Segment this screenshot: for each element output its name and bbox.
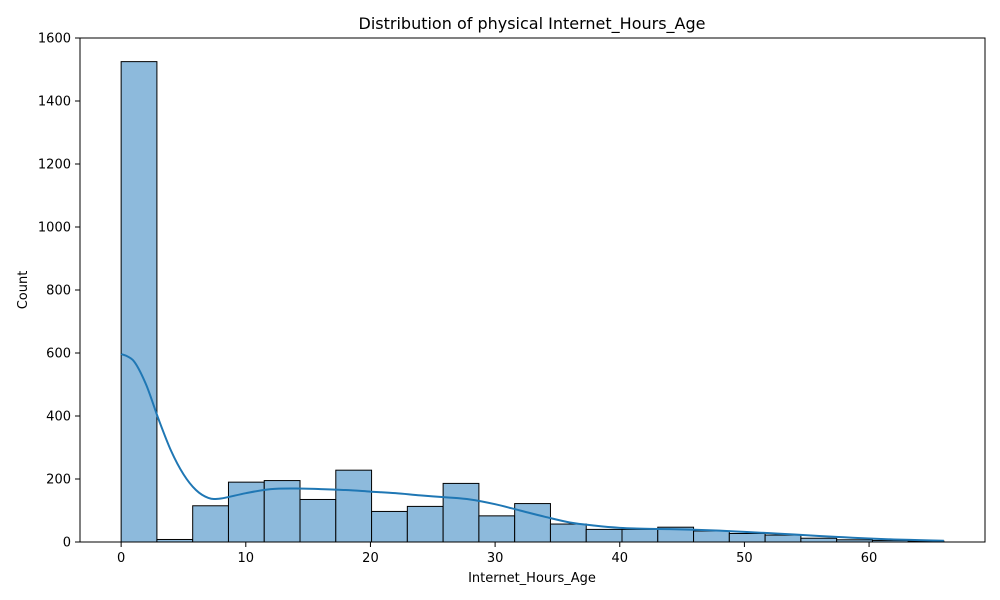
plot-frame <box>79 37 986 543</box>
y-tick-label: 400 <box>46 410 71 425</box>
y-tick-label: 1000 <box>38 221 71 236</box>
histogram-bar <box>549 523 587 543</box>
x-tick-label: 60 <box>861 551 878 566</box>
histogram-bar <box>299 498 337 543</box>
histogram-bar <box>442 482 480 543</box>
y-axis-label: Count <box>16 271 31 310</box>
x-tick-label: 20 <box>362 551 379 566</box>
histogram-bar <box>514 503 551 543</box>
y-tick-label: 0 <box>63 536 71 551</box>
kde-line <box>120 353 944 542</box>
histogram-bar <box>621 528 659 543</box>
histogram-bar <box>728 532 766 543</box>
histogram-bar <box>585 528 623 543</box>
y-tick-label: 1400 <box>38 95 71 110</box>
x-tick-label: 40 <box>611 551 628 566</box>
histogram-bar <box>764 534 802 543</box>
x-tick-label: 30 <box>487 551 504 566</box>
histogram-bar <box>800 537 838 543</box>
histogram-bar <box>478 515 516 543</box>
y-tick-label: 200 <box>46 473 71 488</box>
bars-group <box>120 61 945 543</box>
y-tick-label: 1200 <box>38 158 71 173</box>
histogram-bar <box>335 469 373 543</box>
histogram-bar <box>371 510 408 543</box>
y-tick-label: 800 <box>46 284 71 299</box>
histogram-bar <box>406 505 444 543</box>
histogram-bar <box>693 530 730 543</box>
x-tick-label: 0 <box>117 551 125 566</box>
histogram-bar <box>192 505 229 543</box>
x-tick-label: 50 <box>736 551 753 566</box>
x-axis-label: Internet_Hours_Age <box>468 571 596 586</box>
x-axis-ticks: 0 10 20 30 40 50 60 <box>117 542 877 566</box>
x-tick-label: 10 <box>238 551 255 566</box>
y-tick-label: 600 <box>46 347 71 362</box>
y-axis-ticks: 0 200 400 600 800 1000 1200 1400 1600 <box>38 32 80 551</box>
y-tick-label: 1600 <box>38 32 71 47</box>
chart-title: Distribution of physical Internet_Hours_… <box>359 14 706 34</box>
histogram-bar <box>120 61 158 543</box>
